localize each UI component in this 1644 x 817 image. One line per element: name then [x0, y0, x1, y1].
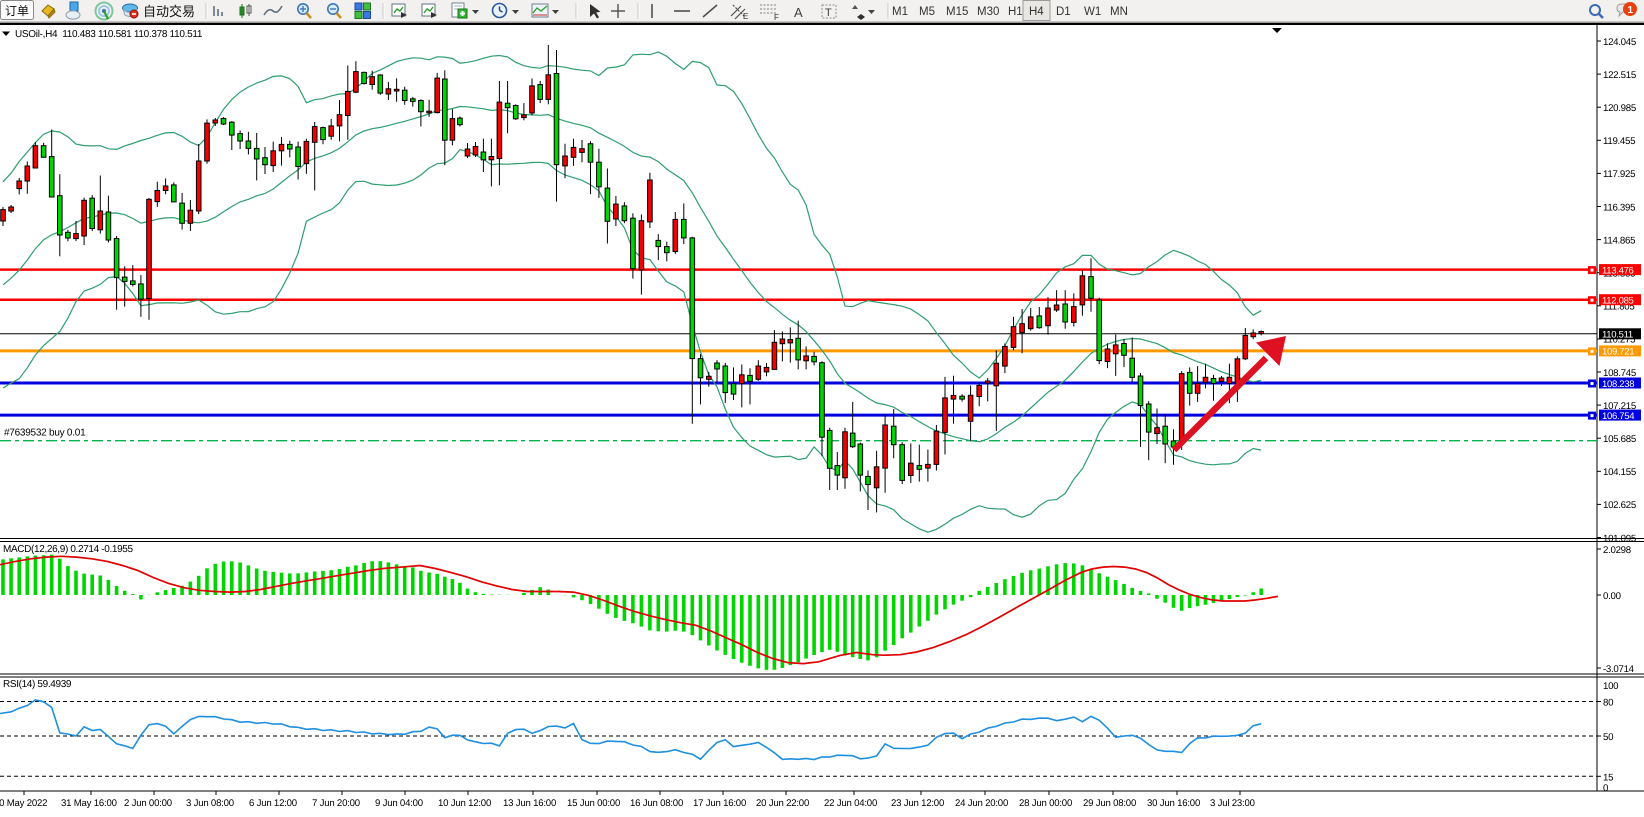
svg-text:109.721: 109.721 — [1602, 347, 1634, 358]
svg-text:22 Jun 04:00: 22 Jun 04:00 — [824, 798, 877, 809]
svg-text:15 Jun 00:00: 15 Jun 00:00 — [567, 798, 620, 809]
svg-text:15: 15 — [1603, 772, 1613, 783]
svg-text:16 Jun 08:00: 16 Jun 08:00 — [630, 798, 683, 809]
svg-text:105.685: 105.685 — [1603, 434, 1636, 445]
svg-text:108.238: 108.238 — [1602, 379, 1634, 390]
svg-text:M1: M1 — [892, 6, 908, 18]
svg-text:F: F — [774, 13, 779, 22]
svg-text:124.045: 124.045 — [1603, 37, 1636, 48]
svg-text:50: 50 — [1603, 732, 1614, 743]
svg-text:3 Jul 23:00: 3 Jul 23:00 — [1210, 798, 1255, 809]
svg-text:28 Jun 00:00: 28 Jun 00:00 — [1019, 798, 1072, 809]
svg-text:113.476: 113.476 — [1602, 265, 1634, 276]
svg-text:110.275: 110.275 — [1603, 335, 1635, 346]
svg-text:MN: MN — [1110, 6, 1128, 18]
svg-text:120.985: 120.985 — [1603, 103, 1636, 114]
svg-text:23 Jun 12:00: 23 Jun 12:00 — [891, 798, 944, 809]
svg-text:107.215: 107.215 — [1603, 401, 1636, 412]
svg-text:自动交易: 自动交易 — [143, 4, 195, 19]
svg-text:24 Jun 20:00: 24 Jun 20:00 — [955, 798, 1008, 809]
svg-text:104.155: 104.155 — [1603, 467, 1636, 478]
svg-text:102.625: 102.625 — [1603, 500, 1636, 511]
svg-text:117.925: 117.925 — [1603, 169, 1635, 180]
svg-text:2.0298: 2.0298 — [1603, 545, 1631, 556]
svg-text:E: E — [743, 12, 748, 21]
svg-text:3 Jun 08:00: 3 Jun 08:00 — [186, 798, 234, 809]
svg-text:M15: M15 — [946, 6, 968, 18]
svg-text:31 May 16:00: 31 May 16:00 — [61, 798, 117, 809]
svg-text:108.745: 108.745 — [1603, 368, 1636, 379]
svg-text:30 May 2022: 30 May 2022 — [0, 798, 47, 809]
svg-text:RSI(14) 59.4939: RSI(14) 59.4939 — [3, 679, 72, 690]
svg-text:-3.0714: -3.0714 — [1603, 664, 1635, 675]
svg-text:114.865: 114.865 — [1603, 235, 1635, 246]
svg-text:订单: 订单 — [5, 4, 29, 18]
svg-text:7 Jun 20:00: 7 Jun 20:00 — [312, 798, 360, 809]
svg-text:116.395: 116.395 — [1603, 202, 1635, 213]
svg-text:0.00: 0.00 — [1603, 591, 1622, 602]
svg-text:100: 100 — [1603, 681, 1619, 692]
svg-text:#7639532 buy 0.01: #7639532 buy 0.01 — [4, 428, 86, 439]
svg-text:2 Jun 00:00: 2 Jun 00:00 — [124, 798, 172, 809]
svg-text:T: T — [825, 7, 832, 19]
svg-text:6 Jun 12:00: 6 Jun 12:00 — [249, 798, 297, 809]
svg-text:H4: H4 — [1029, 6, 1044, 18]
svg-text:9 Jun 04:00: 9 Jun 04:00 — [375, 798, 423, 809]
svg-text:80: 80 — [1603, 698, 1614, 709]
svg-text:112.085: 112.085 — [1602, 296, 1634, 307]
svg-text:106.754: 106.754 — [1602, 411, 1634, 422]
svg-text:W1: W1 — [1084, 6, 1101, 18]
svg-text:29 Jun 08:00: 29 Jun 08:00 — [1083, 798, 1136, 809]
svg-text:M5: M5 — [919, 6, 935, 18]
svg-text:30 Jun 16:00: 30 Jun 16:00 — [1147, 798, 1200, 809]
svg-text:M30: M30 — [977, 6, 999, 18]
svg-text:122.515: 122.515 — [1603, 70, 1636, 81]
svg-text:A: A — [794, 5, 803, 20]
svg-text:MACD(12,26,9) 0.2714 -0.1955: MACD(12,26,9) 0.2714 -0.1955 — [3, 544, 134, 555]
svg-text:H1: H1 — [1008, 6, 1023, 18]
svg-text:110.511: 110.511 — [1602, 330, 1633, 341]
svg-text:119.455: 119.455 — [1603, 136, 1635, 147]
svg-text:13 Jun 16:00: 13 Jun 16:00 — [503, 798, 556, 809]
svg-text:D1: D1 — [1056, 6, 1071, 18]
svg-text:20 Jun 22:00: 20 Jun 22:00 — [756, 798, 809, 809]
svg-text:101.095: 101.095 — [1603, 533, 1636, 544]
svg-text:10 Jun 12:00: 10 Jun 12:00 — [438, 798, 491, 809]
svg-text:17 Jun 16:00: 17 Jun 16:00 — [693, 798, 746, 809]
svg-text:USOil-,H4 110.483 110.581 110: USOil-,H4 110.483 110.581 110.378 110.51… — [15, 29, 203, 40]
svg-text:1: 1 — [1628, 5, 1634, 16]
svg-text:0: 0 — [1603, 783, 1609, 794]
svg-text:111.805: 111.805 — [1603, 302, 1634, 313]
